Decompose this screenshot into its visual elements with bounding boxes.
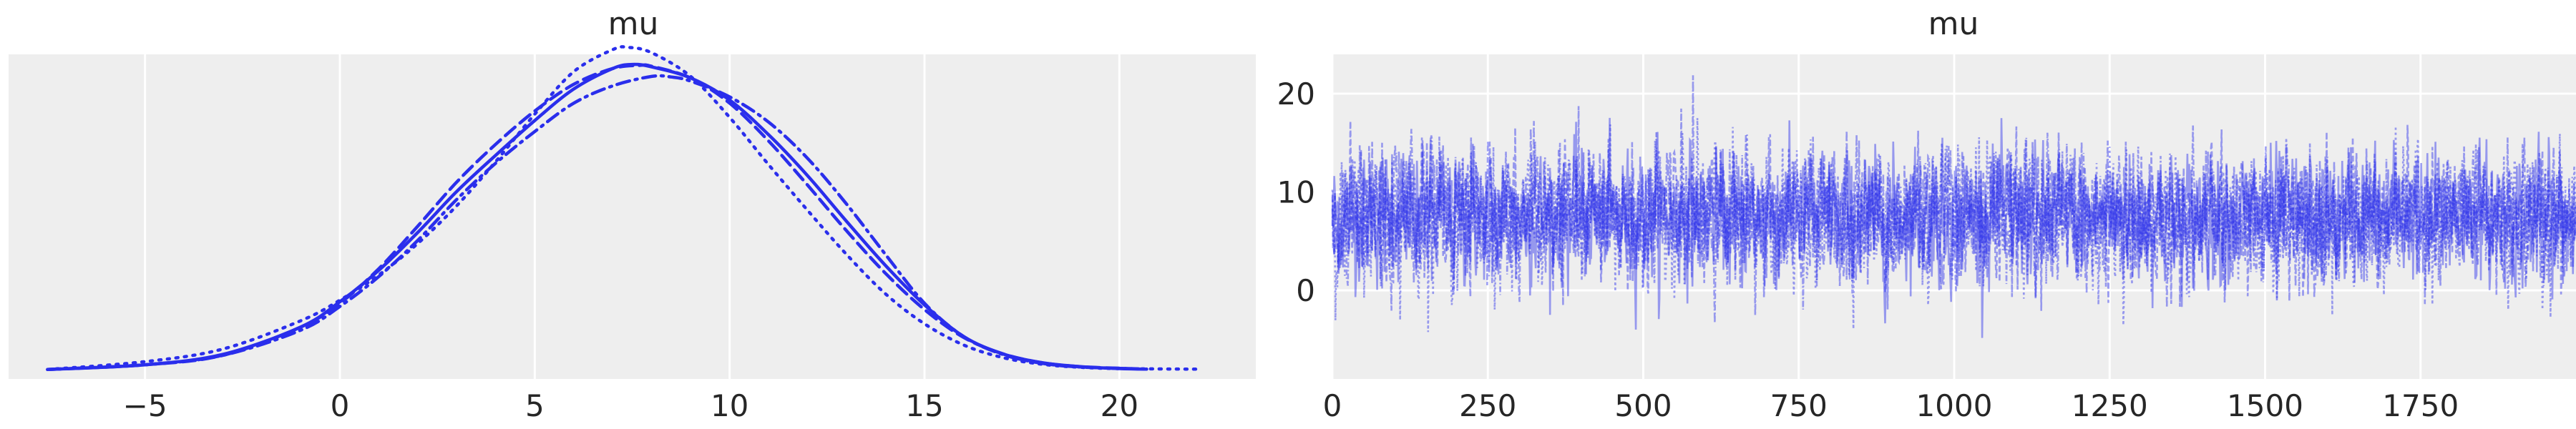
density-lines xyxy=(46,45,1199,372)
trace-x-tick-label: 0 xyxy=(1323,388,1342,423)
density-plot-area xyxy=(9,54,1256,379)
trace-line-chain-1 xyxy=(1331,118,2576,332)
trace-x-tick-label: 750 xyxy=(1770,388,1828,423)
density-x-tick-label: 20 xyxy=(1101,388,1138,423)
density-x-tick-label: −5 xyxy=(123,388,167,423)
density-x-tick-label: 5 xyxy=(525,388,545,423)
density-line-chain-3 xyxy=(46,74,1141,372)
trace-y-tick-label: 20 xyxy=(1277,77,1315,112)
trace-panel: mu 0 250 500 750 1000 1250 1500 1750 0 10 20 xyxy=(1277,6,2576,423)
density-x-axis: −5 0 5 10 15 20 xyxy=(123,388,1138,423)
trace-x-tick-label: 250 xyxy=(1459,388,1516,423)
density-line-chain-2 xyxy=(46,63,1141,372)
trace-x-tick-label: 500 xyxy=(1614,388,1672,423)
trace-y-axis: 0 10 20 xyxy=(1277,77,1315,308)
trace-y-tick-label: 0 xyxy=(1296,273,1315,308)
trace-line-chain-0 xyxy=(1331,117,2576,338)
trace-title: mu xyxy=(1928,6,1979,42)
trace-grid xyxy=(1331,54,2576,379)
density-x-tick-label: 0 xyxy=(331,388,350,423)
trace-x-tick-label: 1750 xyxy=(2382,388,2459,423)
trace-x-tick-label: 1000 xyxy=(1916,388,1993,423)
density-grid xyxy=(144,54,1121,379)
density-x-tick-label: 15 xyxy=(905,388,943,423)
trace-line-chain-2 xyxy=(1331,106,2576,311)
density-panel: mu −5 0 5 10 15 20 xyxy=(9,6,1256,423)
trace-x-tick-label: 1500 xyxy=(2227,388,2303,423)
trace-y-tick-label: 10 xyxy=(1277,175,1315,210)
trace-x-axis: 0 250 500 750 1000 1250 1500 1750 xyxy=(1323,388,2459,423)
trace-x-tick-label: 1250 xyxy=(2072,388,2148,423)
trace-lines xyxy=(1331,75,2576,338)
density-title: mu xyxy=(608,6,659,42)
trace-line-chain-3 xyxy=(1331,75,2576,323)
density-x-tick-label: 10 xyxy=(711,388,748,423)
density-line-chain-1 xyxy=(46,45,1199,372)
